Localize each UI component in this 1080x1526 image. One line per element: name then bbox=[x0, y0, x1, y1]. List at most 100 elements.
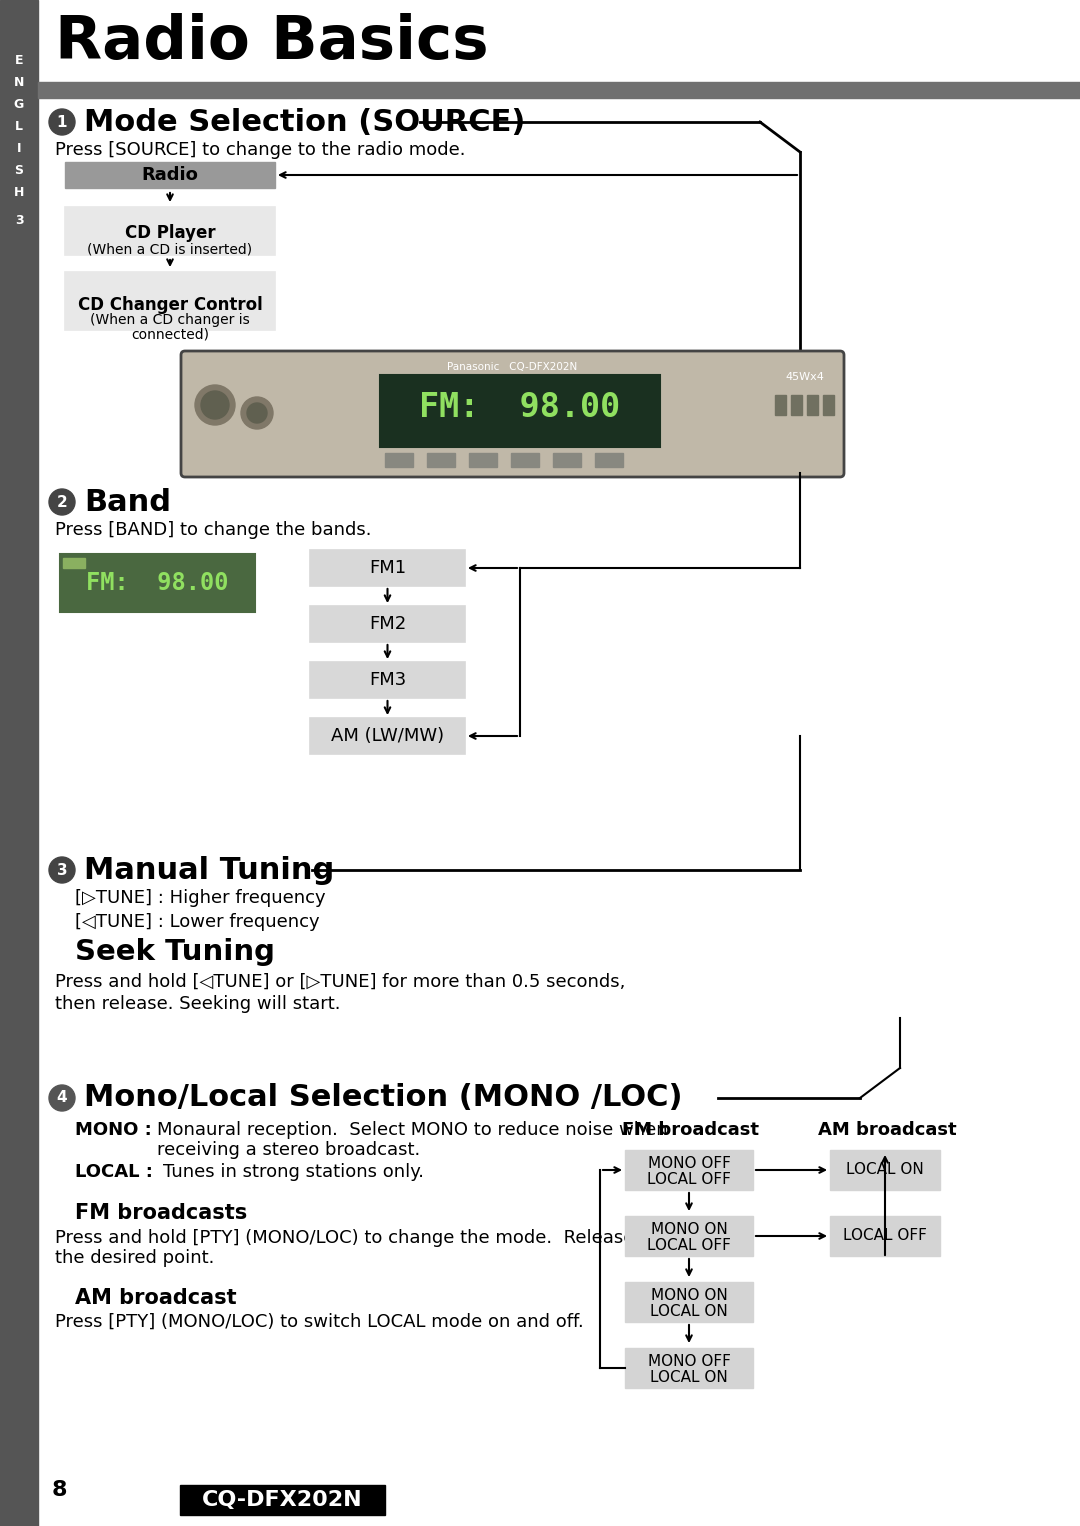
Text: H: H bbox=[14, 186, 24, 198]
Text: Press [SOURCE] to change to the radio mode.: Press [SOURCE] to change to the radio mo… bbox=[55, 140, 465, 159]
Text: MONO ON: MONO ON bbox=[650, 1221, 727, 1236]
Text: the desired point.: the desired point. bbox=[55, 1248, 214, 1267]
Bar bbox=[380, 375, 660, 447]
Bar bbox=[0, 0, 38, 1526]
Bar bbox=[310, 719, 465, 754]
Bar bbox=[469, 453, 497, 467]
Text: FM1: FM1 bbox=[369, 559, 406, 577]
Text: MONO :: MONO : bbox=[75, 1122, 152, 1138]
Text: FM broadcast: FM broadcast bbox=[621, 1122, 758, 1138]
Text: CD Player: CD Player bbox=[124, 224, 215, 243]
Text: I: I bbox=[17, 142, 22, 154]
Text: 8: 8 bbox=[52, 1480, 67, 1500]
Text: L: L bbox=[15, 119, 23, 133]
Text: AM broadcast: AM broadcast bbox=[75, 1288, 237, 1308]
Circle shape bbox=[49, 488, 75, 514]
Bar bbox=[384, 453, 413, 467]
Bar bbox=[310, 662, 465, 697]
Bar bbox=[65, 272, 275, 330]
Text: connected): connected) bbox=[131, 327, 210, 340]
Text: 4: 4 bbox=[56, 1091, 67, 1105]
Text: Radio Basics: Radio Basics bbox=[55, 12, 488, 72]
Bar bbox=[310, 606, 465, 642]
Text: Mono/Local Selection (MONO /LOC): Mono/Local Selection (MONO /LOC) bbox=[84, 1083, 683, 1112]
Text: AM (LW/MW): AM (LW/MW) bbox=[330, 726, 444, 745]
Bar bbox=[625, 1347, 753, 1389]
Circle shape bbox=[49, 1085, 75, 1111]
Text: receiving a stereo broadcast.: receiving a stereo broadcast. bbox=[157, 1141, 420, 1160]
Bar bbox=[38, 82, 1080, 98]
Text: [◁TUNE] : Lower frequency: [◁TUNE] : Lower frequency bbox=[75, 913, 320, 931]
Text: LOCAL OFF: LOCAL OFF bbox=[843, 1228, 927, 1244]
Text: LOCAL ON: LOCAL ON bbox=[650, 1305, 728, 1320]
Bar bbox=[823, 395, 834, 415]
Text: Panasonic   CQ-DFX202N: Panasonic CQ-DFX202N bbox=[447, 362, 578, 372]
Bar bbox=[831, 1216, 940, 1256]
Text: Manual Tuning: Manual Tuning bbox=[84, 856, 334, 885]
Text: Press and hold [PTY] (MONO/LOC) to change the mode.  Release at: Press and hold [PTY] (MONO/LOC) to chang… bbox=[55, 1228, 658, 1247]
Text: FM2: FM2 bbox=[369, 615, 406, 633]
Text: CD Changer Control: CD Changer Control bbox=[78, 296, 262, 314]
Text: [▷TUNE] : Higher frequency: [▷TUNE] : Higher frequency bbox=[75, 890, 326, 906]
Text: MONO ON: MONO ON bbox=[650, 1288, 727, 1303]
Text: 1: 1 bbox=[57, 114, 67, 130]
Circle shape bbox=[201, 391, 229, 420]
Circle shape bbox=[49, 858, 75, 884]
Text: FM:  98.00: FM: 98.00 bbox=[419, 391, 621, 424]
Circle shape bbox=[241, 397, 273, 429]
Text: FM3: FM3 bbox=[369, 671, 406, 690]
Text: LOCAL :: LOCAL : bbox=[75, 1163, 153, 1181]
Text: then release. Seeking will start.: then release. Seeking will start. bbox=[55, 995, 340, 1013]
Text: LOCAL ON: LOCAL ON bbox=[650, 1370, 728, 1386]
Bar bbox=[310, 549, 465, 586]
Bar bbox=[595, 453, 623, 467]
Text: MONO OFF: MONO OFF bbox=[648, 1354, 730, 1369]
Bar bbox=[180, 1485, 384, 1515]
Text: S: S bbox=[14, 163, 24, 177]
Text: FM broadcasts: FM broadcasts bbox=[75, 1202, 247, 1222]
Text: Seek Tuning: Seek Tuning bbox=[75, 938, 275, 966]
Text: 3: 3 bbox=[56, 862, 67, 877]
Text: E: E bbox=[15, 53, 24, 67]
Circle shape bbox=[49, 108, 75, 134]
Text: (When a CD changer is: (When a CD changer is bbox=[90, 313, 249, 327]
Text: Press and hold [◁TUNE] or [▷TUNE] for more than 0.5 seconds,: Press and hold [◁TUNE] or [▷TUNE] for mo… bbox=[55, 974, 625, 990]
Text: Band: Band bbox=[84, 487, 171, 516]
Text: FM:  98.00: FM: 98.00 bbox=[86, 571, 229, 595]
Text: MONO OFF: MONO OFF bbox=[648, 1155, 730, 1170]
Bar bbox=[553, 453, 581, 467]
Bar bbox=[807, 395, 818, 415]
Bar bbox=[427, 453, 455, 467]
Bar bbox=[831, 1151, 940, 1190]
Circle shape bbox=[195, 385, 235, 426]
Text: Press [PTY] (MONO/LOC) to switch LOCAL mode on and off.: Press [PTY] (MONO/LOC) to switch LOCAL m… bbox=[55, 1312, 584, 1331]
FancyBboxPatch shape bbox=[181, 351, 843, 478]
Circle shape bbox=[247, 403, 267, 423]
Text: 2: 2 bbox=[56, 494, 67, 510]
Text: Monaural reception.  Select MONO to reduce noise when: Monaural reception. Select MONO to reduc… bbox=[157, 1122, 667, 1138]
Text: 45Wx4: 45Wx4 bbox=[785, 372, 824, 382]
Text: 3: 3 bbox=[15, 214, 24, 226]
Text: (When a CD is inserted): (When a CD is inserted) bbox=[87, 243, 253, 256]
Bar bbox=[625, 1151, 753, 1190]
Text: LOCAL ON: LOCAL ON bbox=[846, 1163, 923, 1178]
Text: LOCAL OFF: LOCAL OFF bbox=[647, 1172, 731, 1187]
Text: Radio: Radio bbox=[141, 166, 199, 185]
Bar bbox=[625, 1282, 753, 1322]
Text: Press [BAND] to change the bands.: Press [BAND] to change the bands. bbox=[55, 520, 372, 539]
Bar bbox=[63, 559, 85, 568]
Text: Tunes in strong stations only.: Tunes in strong stations only. bbox=[163, 1163, 424, 1181]
Text: AM broadcast: AM broadcast bbox=[818, 1122, 956, 1138]
Bar bbox=[511, 453, 539, 467]
Text: CQ-DFX202N: CQ-DFX202N bbox=[202, 1489, 362, 1511]
Bar bbox=[791, 395, 802, 415]
Text: G: G bbox=[14, 98, 24, 110]
Bar bbox=[65, 208, 275, 255]
Bar bbox=[65, 162, 275, 188]
Bar bbox=[60, 554, 255, 612]
Bar bbox=[775, 395, 786, 415]
Text: Mode Selection (SOURCE): Mode Selection (SOURCE) bbox=[84, 107, 525, 136]
Bar bbox=[625, 1216, 753, 1256]
Text: N: N bbox=[14, 75, 24, 89]
Text: LOCAL OFF: LOCAL OFF bbox=[647, 1239, 731, 1253]
